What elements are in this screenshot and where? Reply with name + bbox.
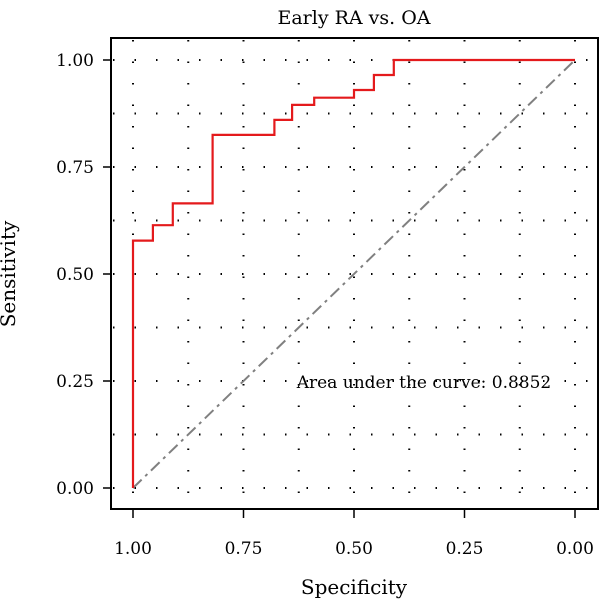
x-tick-label-3: 0.25 [446, 539, 484, 559]
y-tick-label-4: 1.00 [56, 51, 94, 71]
auc-annotation: Area under the curve: 0.8852 [296, 373, 552, 393]
x-tick-label-2: 0.50 [335, 539, 373, 559]
x-axis-label: Specificity [301, 575, 408, 599]
y-tick-label-3: 0.75 [56, 158, 94, 178]
y-axis-label: Sensitivity [0, 220, 20, 327]
chart-title: Early RA vs. OA [277, 7, 430, 29]
x-axis: 1.00 0.75 0.50 0.25 0.00 [114, 509, 594, 559]
x-tick-label-1: 0.75 [225, 539, 263, 559]
x-tick-label-0: 1.00 [114, 539, 152, 559]
y-axis: 0.00 0.25 0.50 0.75 1.00 [56, 51, 111, 499]
y-tick-label-0: 0.00 [56, 479, 94, 499]
series-layer [131, 58, 576, 489]
roc-curve [131, 58, 575, 488]
y-tick-label-1: 0.25 [56, 372, 94, 392]
reference-diagonal [132, 59, 576, 489]
x-tick-label-4: 0.00 [556, 539, 594, 559]
y-tick-label-2: 0.50 [56, 265, 94, 285]
